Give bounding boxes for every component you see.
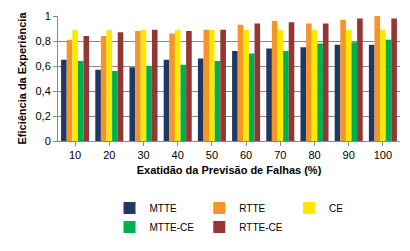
svg-text:30: 30 bbox=[137, 149, 149, 161]
svg-text:MTTE: MTTE bbox=[150, 203, 178, 214]
svg-text:RTTE-CE: RTTE-CE bbox=[239, 222, 282, 233]
svg-text:0,2: 0,2 bbox=[36, 110, 51, 122]
svg-text:100: 100 bbox=[374, 149, 392, 161]
svg-text:CE: CE bbox=[329, 203, 343, 214]
svg-text:0,4: 0,4 bbox=[36, 85, 51, 97]
svg-text:0,8: 0,8 bbox=[36, 35, 51, 47]
svg-text:1: 1 bbox=[45, 10, 51, 22]
svg-text:Eficiência da Experiência: Eficiência da Experiência bbox=[16, 12, 28, 145]
svg-text:80: 80 bbox=[308, 149, 320, 161]
svg-text:70: 70 bbox=[274, 149, 286, 161]
svg-text:0,6: 0,6 bbox=[36, 60, 51, 72]
svg-text:50: 50 bbox=[206, 149, 218, 161]
svg-text:Exatidão da Previsão de Falhas: Exatidão da Previsão de Falhas (%) bbox=[137, 164, 322, 176]
svg-text:MTTE-CE: MTTE-CE bbox=[150, 222, 195, 233]
svg-text:10: 10 bbox=[69, 149, 81, 161]
svg-text:20: 20 bbox=[103, 149, 115, 161]
svg-text:90: 90 bbox=[343, 149, 355, 161]
svg-text:RTTE: RTTE bbox=[239, 203, 265, 214]
svg-text:0: 0 bbox=[45, 135, 51, 147]
svg-text:40: 40 bbox=[172, 149, 184, 161]
svg-text:60: 60 bbox=[240, 149, 252, 161]
